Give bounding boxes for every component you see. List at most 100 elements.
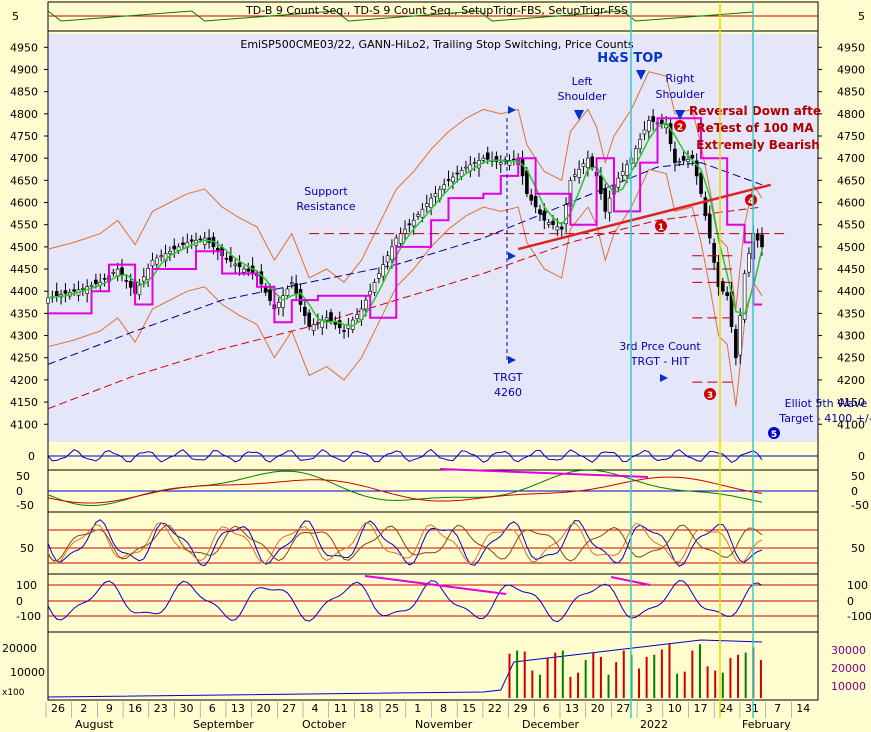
candle-body [268, 289, 272, 301]
price-tick-label-left: 4400 [10, 285, 38, 298]
wave-marker-circle [745, 194, 757, 206]
candle-body [485, 152, 490, 160]
candle-body [455, 172, 460, 175]
vertical-marker-lines [630, 2, 754, 718]
price-tick-label-right: 4550 [837, 219, 865, 232]
oscillator2-tick-left: -50 [16, 499, 34, 512]
wave-marker-label: 4 [748, 197, 754, 207]
volume-bar [698, 644, 701, 698]
indicator-panels [47, 10, 818, 623]
price-tick-label-left: 4650 [10, 174, 38, 187]
right-arrow-marker [508, 252, 516, 260]
volume-tick-right: 10000 [831, 680, 866, 693]
volume-bar [554, 652, 557, 698]
candle-body [298, 289, 303, 305]
right-arrow-marker [508, 356, 516, 364]
candle-body [259, 271, 264, 285]
candle-body [651, 116, 655, 122]
candle-body [54, 291, 59, 296]
candle-body [642, 129, 647, 135]
volume-scale-label: x100 [2, 688, 25, 698]
candle-body [229, 255, 233, 262]
candle-body [307, 312, 312, 327]
price-tick-label-left: 4250 [10, 352, 38, 365]
x-axis-day-label: 22 [488, 702, 502, 715]
price-tick-label-left: 4950 [10, 41, 38, 54]
candle-body [176, 246, 181, 251]
candle-body [403, 228, 407, 234]
chart-annotation: TRGT [492, 371, 522, 384]
volume-bar [714, 670, 717, 698]
volume-panel [47, 639, 763, 698]
candle-body [146, 268, 150, 280]
down-arrow-marker [574, 110, 584, 120]
candle-body [542, 210, 547, 221]
price-panel [46, 71, 788, 410]
oscillator2-tick-left: 0 [16, 485, 23, 498]
candle-body [599, 175, 603, 194]
wave-marker-circle [704, 388, 716, 400]
td-tick-label-right: 5 [858, 10, 865, 23]
volume-bar [660, 649, 663, 698]
candle-body [446, 179, 451, 181]
candle-body [364, 299, 368, 310]
price-tick-label-right: 4950 [837, 41, 865, 54]
gann-hilo-trailing-stop [48, 117, 762, 324]
candle-body [394, 237, 399, 246]
candle-body [168, 251, 172, 254]
candle-body [673, 148, 677, 163]
price-tick-label-right: 4850 [837, 86, 865, 99]
candle-body [551, 220, 555, 225]
price-tick-label-left: 4600 [10, 197, 38, 210]
candle-body [464, 166, 468, 169]
volume-bar [653, 654, 656, 698]
price-tick-label-left: 4750 [10, 130, 38, 143]
stochastic-tick-left: 50 [20, 542, 34, 555]
volume-bar [508, 653, 511, 698]
candle-body [442, 184, 446, 190]
x-axis-month-label: August [75, 718, 114, 731]
candle-body [355, 314, 359, 320]
price-tick-label-right: 4750 [837, 130, 865, 143]
oscillator2-tick-right: -50 [851, 499, 869, 512]
candle-body [559, 226, 564, 230]
candle-body [603, 188, 608, 212]
candle-body [760, 234, 764, 248]
x-axis-day-label: 17 [694, 702, 708, 715]
down-arrow-marker [675, 110, 685, 120]
x-axis-day-label: 8 [440, 702, 447, 715]
open-interest-line [47, 639, 763, 698]
candle-body [337, 320, 342, 329]
volume-tick-right: 30000 [831, 644, 866, 657]
volume-bar [691, 650, 694, 698]
candle-body [755, 233, 760, 241]
x-axis-month-label: October [302, 718, 346, 731]
oscillator2-green-line [47, 469, 763, 507]
x-axis-day-label: 10 [668, 702, 682, 715]
candle-body [407, 223, 412, 226]
candle-body [246, 268, 251, 272]
x-axis-day-label: 20 [591, 702, 605, 715]
wave-marker-label: 5 [771, 430, 777, 440]
candle-body [472, 162, 477, 164]
volume-tick-left: 20000 [2, 642, 37, 655]
volume-tick-right: 20000 [831, 662, 866, 675]
x-axis-day-label: 9 [106, 702, 113, 715]
x-axis-day-label: 20 [257, 702, 271, 715]
candle-body [290, 282, 294, 284]
x-axis-day-label: 2 [80, 702, 87, 715]
candle-body [742, 273, 747, 320]
chart-annotation: Resistance [296, 200, 356, 213]
volume-bar [729, 657, 732, 698]
x-axis-day-label: 26 [51, 702, 65, 715]
candle-body [586, 157, 590, 169]
price-tick-label-right: 4250 [837, 352, 865, 365]
oscillator1-tick-left: 0 [28, 450, 35, 463]
candle-body [647, 120, 651, 132]
candle-body [564, 204, 568, 225]
candle-body [433, 193, 438, 198]
candle-body [333, 322, 338, 325]
candle-body [411, 219, 416, 227]
chart-annotation: Extremely Bearish [696, 138, 820, 152]
